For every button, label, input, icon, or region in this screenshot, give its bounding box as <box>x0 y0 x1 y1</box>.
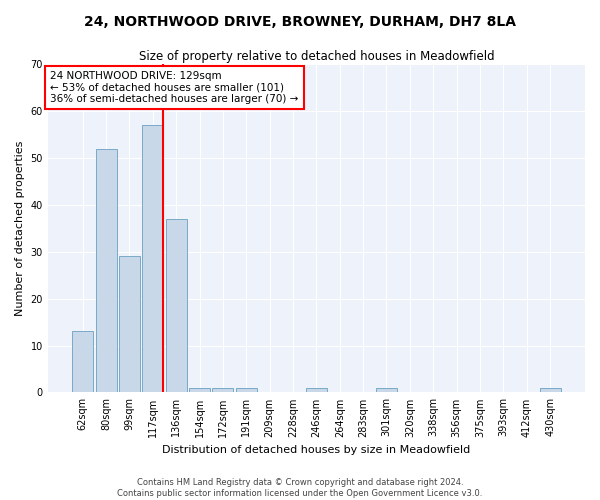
Text: 24, NORTHWOOD DRIVE, BROWNEY, DURHAM, DH7 8LA: 24, NORTHWOOD DRIVE, BROWNEY, DURHAM, DH… <box>84 15 516 29</box>
Bar <box>142 125 163 392</box>
Y-axis label: Number of detached properties: Number of detached properties <box>15 140 25 316</box>
Bar <box>539 388 560 392</box>
Bar <box>166 219 187 392</box>
Bar <box>189 388 210 392</box>
Bar <box>119 256 140 392</box>
Bar <box>212 388 233 392</box>
Title: Size of property relative to detached houses in Meadowfield: Size of property relative to detached ho… <box>139 50 494 63</box>
Bar <box>376 388 397 392</box>
Bar <box>95 148 116 392</box>
Text: Contains HM Land Registry data © Crown copyright and database right 2024.
Contai: Contains HM Land Registry data © Crown c… <box>118 478 482 498</box>
Bar <box>306 388 327 392</box>
Text: 24 NORTHWOOD DRIVE: 129sqm
← 53% of detached houses are smaller (101)
36% of sem: 24 NORTHWOOD DRIVE: 129sqm ← 53% of deta… <box>50 70 299 104</box>
Bar <box>72 332 93 392</box>
X-axis label: Distribution of detached houses by size in Meadowfield: Distribution of detached houses by size … <box>162 445 470 455</box>
Bar <box>236 388 257 392</box>
